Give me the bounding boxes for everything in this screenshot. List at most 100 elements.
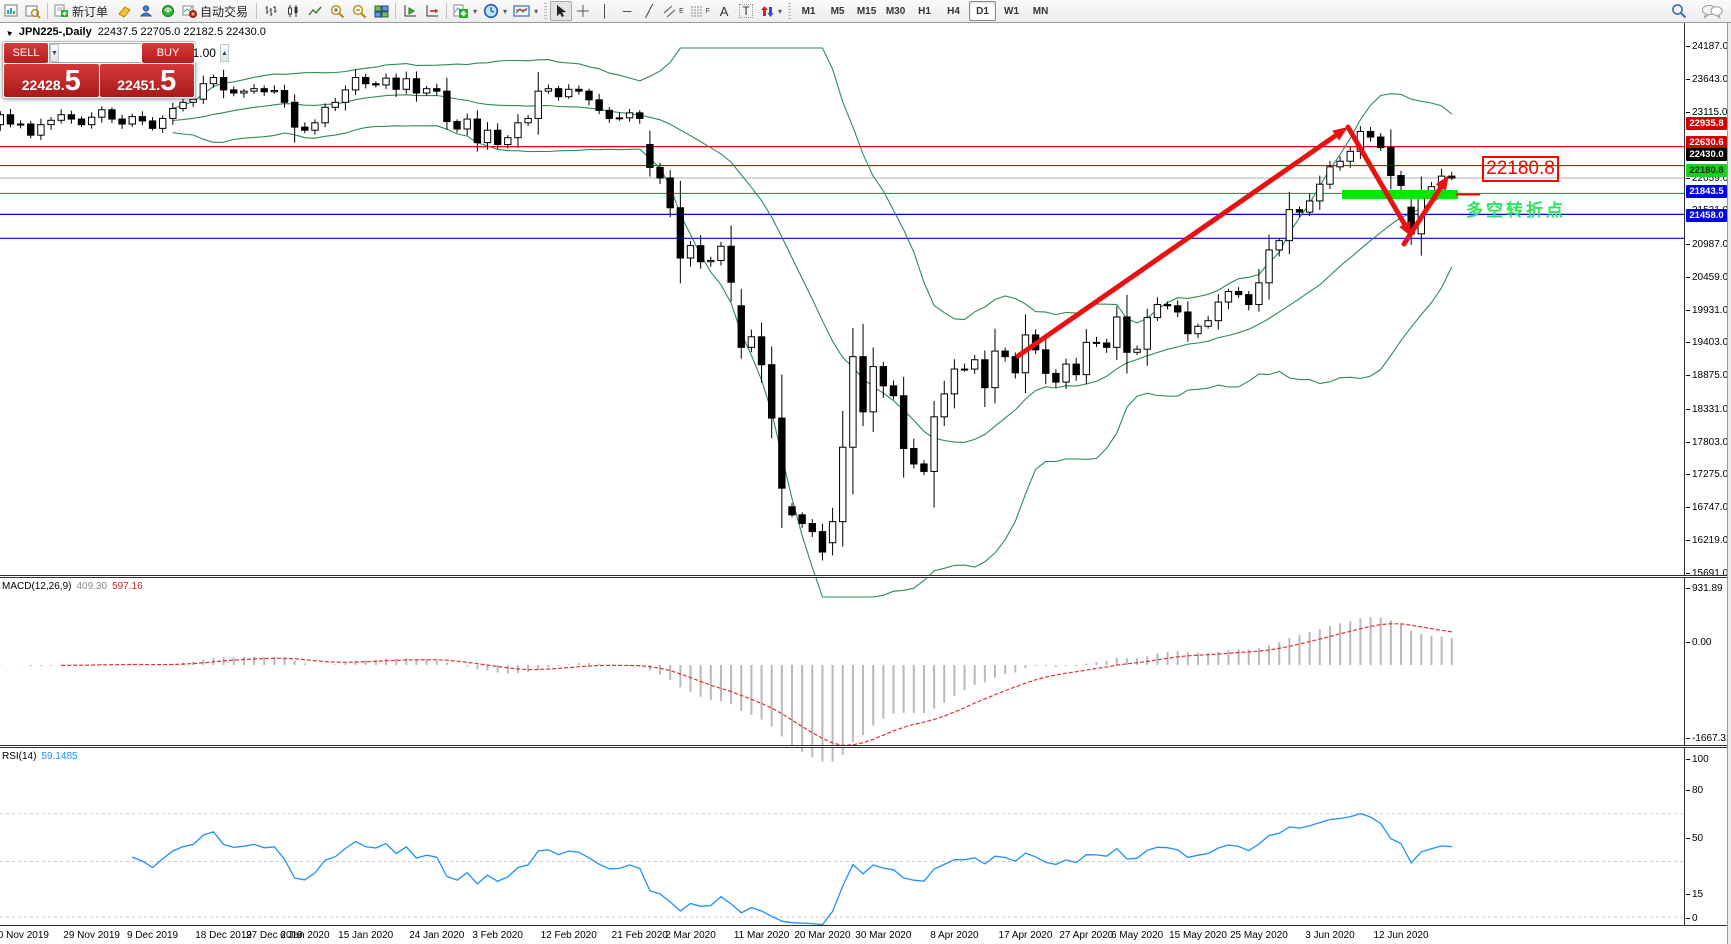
candle-body <box>128 116 136 125</box>
candle-body <box>1102 342 1111 348</box>
candle-body <box>1316 183 1324 202</box>
cursor-button[interactable] <box>550 1 573 21</box>
crosshair-button[interactable] <box>572 1 594 21</box>
candle-body <box>940 393 948 418</box>
price-chart-pane[interactable] <box>0 45 1684 598</box>
candle-body <box>1234 291 1243 296</box>
candle-body <box>1387 147 1395 177</box>
price-level-badge: 22935.8 <box>1686 117 1727 131</box>
candle-body <box>311 122 319 131</box>
timeframe-button-M1[interactable]: M1 <box>801 5 816 17</box>
candle-body <box>422 88 431 94</box>
search-icon[interactable] <box>1671 3 1687 19</box>
rsi-pane[interactable] <box>0 771 1684 944</box>
date-axis-label: 15 Jan 2020 <box>338 930 394 941</box>
equidistant-channel-button[interactable]: E <box>660 1 687 21</box>
volume-decrease-button[interactable]: ▼ <box>50 44 59 62</box>
timeframe-button-D1[interactable]: D1 <box>969 1 997 21</box>
tile-windows-button[interactable] <box>370 1 392 21</box>
pane-separator[interactable] <box>0 575 1731 578</box>
candle-body <box>1011 356 1019 374</box>
rsi-name: RSI(14) <box>2 751 37 762</box>
candle-body <box>189 98 197 103</box>
buy-price-display[interactable]: 22451. 5 <box>99 64 194 97</box>
signals-button[interactable] <box>157 1 179 21</box>
timeframe-button-M15[interactable]: M15 <box>856 5 877 17</box>
line-chart-button[interactable] <box>304 1 326 21</box>
sell-price-display[interactable]: 22428. 5 <box>4 64 99 97</box>
candle-body <box>57 114 65 121</box>
templates-button[interactable]: ▾ <box>510 1 541 21</box>
one-click-trade-panel: SELL ▼ ▲ BUY 22428.5 22451.5 <box>2 41 229 99</box>
profiles-button[interactable] <box>22 1 44 21</box>
one-click-collapse-icon[interactable]: ▲ <box>2 26 15 38</box>
trendline-button[interactable]: ╱ <box>638 1 660 21</box>
metaeditor-button[interactable] <box>113 1 135 21</box>
autoscroll-button[interactable] <box>399 1 421 21</box>
macd-signal-value: 597.16 <box>112 581 143 592</box>
text-label-button[interactable]: T <box>735 1 757 21</box>
candle-body <box>1143 317 1151 350</box>
candle-body <box>108 109 116 120</box>
timeframe-button-H1[interactable]: H1 <box>918 5 931 17</box>
price-level-badge: 22180.8 <box>1686 163 1727 177</box>
timeframe-button-M30[interactable]: M30 <box>885 5 906 17</box>
candle-body <box>960 368 969 371</box>
zoom-in-button[interactable] <box>326 1 348 21</box>
price-axis-tick: 18331.0 <box>1686 404 1728 415</box>
candle-body <box>1113 316 1121 348</box>
timeframe-button-W1[interactable]: W1 <box>1004 5 1020 17</box>
experts-button[interactable] <box>135 1 157 21</box>
dropdown-arrow-icon: ▾ <box>778 6 783 16</box>
chat-icon[interactable] <box>1701 4 1723 19</box>
candle-body <box>768 364 776 419</box>
vertical-line-button[interactable]: │ <box>594 1 616 21</box>
toolbar-grip[interactable] <box>787 3 793 19</box>
toolbar-grip[interactable] <box>543 3 549 19</box>
horizontal-line-button[interactable]: ─ <box>616 1 638 21</box>
candle-body <box>1448 175 1456 179</box>
candle-body <box>707 260 715 263</box>
chart-shift-button[interactable] <box>421 1 443 21</box>
candle-body <box>230 89 238 94</box>
candle-body <box>1224 291 1233 303</box>
cursor-icon <box>557 5 567 17</box>
price-axis-tick: 22059.0 <box>1686 173 1728 184</box>
new-order-button[interactable]: 新订单 <box>51 1 113 21</box>
indicators-button[interactable]: ▾ <box>450 1 480 21</box>
volume-increase-button[interactable]: ▲ <box>219 44 229 62</box>
candle-body <box>219 76 228 91</box>
zoom-out-button[interactable] <box>348 1 370 21</box>
pane-separator[interactable] <box>0 745 1731 748</box>
price-axis-tick: 24187.0 <box>1686 41 1728 52</box>
macd-axis-tick: 931.89 <box>1686 583 1723 594</box>
fibonacci-button[interactable]: F <box>687 1 713 21</box>
bollinger-band-line <box>172 94 1453 443</box>
sell-button[interactable]: SELL <box>4 43 48 63</box>
candle-body <box>341 89 350 103</box>
timeframe-button-MN[interactable]: MN <box>1032 5 1049 17</box>
trend-arrow-head <box>1435 175 1449 191</box>
volume-input[interactable] <box>58 44 220 62</box>
timeframe-button-H4[interactable]: H4 <box>947 5 960 17</box>
candle-body <box>87 116 96 126</box>
periods-button[interactable]: ▾ <box>480 1 510 21</box>
sell-price-pip: 5 <box>64 65 81 97</box>
macd-pane[interactable] <box>0 601 1684 768</box>
bar-chart-button[interactable] <box>260 1 282 21</box>
sell-price-main: 22428. <box>21 77 65 93</box>
timeframe-button-M5[interactable]: M5 <box>830 5 845 17</box>
candlestick-button[interactable] <box>282 1 304 21</box>
candle-body <box>412 78 421 94</box>
candle-body <box>544 88 553 92</box>
autotrading-button[interactable]: 自动交易 <box>179 1 253 21</box>
arrows-button[interactable]: ▾ <box>757 1 785 21</box>
candle-body <box>565 88 573 98</box>
text-button[interactable]: A <box>713 1 735 21</box>
candle-body <box>433 88 441 92</box>
candle-body <box>788 506 796 516</box>
candle-body <box>615 117 624 120</box>
new-chart-button[interactable] <box>0 1 22 21</box>
candle-body <box>828 521 837 544</box>
buy-button[interactable]: BUY <box>142 43 194 63</box>
